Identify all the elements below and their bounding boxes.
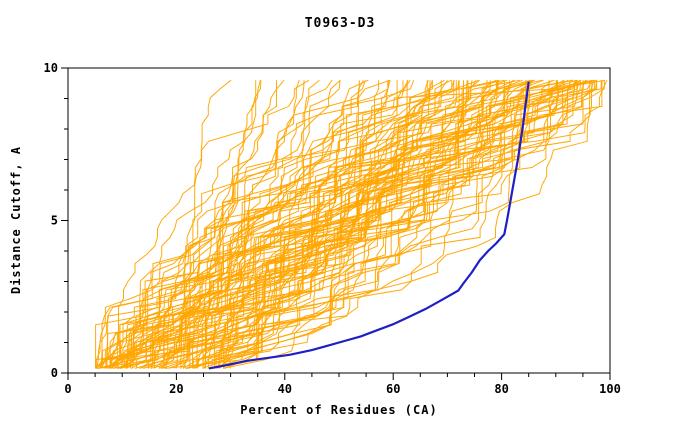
prediction-line (116, 80, 558, 369)
prediction-line (214, 80, 261, 369)
prediction-line (97, 79, 505, 369)
prediction-line (112, 79, 605, 369)
prediction-line (151, 79, 573, 369)
prediction-line (192, 80, 457, 369)
prediction-line (202, 79, 578, 369)
prediction-line (217, 80, 300, 369)
prediction-line (132, 80, 455, 369)
axes-layer: 0 20 40 60 80 100 0 5 10 (44, 61, 621, 396)
highlight-line (208, 81, 530, 370)
y-tick-label: 5 (51, 214, 58, 228)
prediction-line (140, 80, 366, 369)
prediction-line (119, 79, 411, 369)
prediction-line (207, 80, 584, 369)
series-layer (94, 79, 608, 370)
prediction-line (94, 80, 277, 369)
prediction-line (99, 79, 582, 369)
x-tick-label: 60 (386, 382, 400, 396)
prediction-line (150, 80, 497, 369)
prediction-line (153, 79, 514, 369)
prediction-line (106, 80, 468, 369)
prediction-line (134, 80, 603, 369)
prediction-line (95, 79, 553, 369)
prediction-line (192, 79, 608, 369)
x-tick-label: 0 (64, 382, 71, 396)
x-tick-label: 100 (599, 382, 621, 396)
prediction-line (98, 79, 341, 369)
prediction-line (217, 79, 574, 369)
prediction-line (147, 80, 505, 369)
prediction-line (123, 80, 593, 369)
prediction-line (98, 80, 433, 369)
y-axis-label: Distance Cutoff, A (9, 146, 23, 294)
prediction-line (223, 80, 469, 369)
y-tick-label: 10 (44, 61, 58, 75)
prediction-line (95, 80, 391, 369)
prediction-line (179, 79, 369, 369)
prediction-line (125, 80, 408, 369)
prediction-line (215, 80, 453, 369)
x-tick-label: 20 (169, 382, 183, 396)
prediction-line (129, 80, 572, 369)
x-tick-label: 80 (494, 382, 508, 396)
x-tick-label: 40 (278, 382, 292, 396)
prediction-line (176, 80, 499, 369)
prediction-line (192, 80, 262, 369)
prediction-line (125, 80, 389, 369)
prediction-line (182, 79, 579, 369)
prediction-line (109, 80, 442, 369)
chart-title: T0963-D3 (305, 16, 376, 31)
x-axis-label: Percent of Residues (CA) (240, 403, 437, 417)
y-tick-label: 0 (51, 366, 58, 380)
prediction-line (222, 80, 595, 369)
prediction-line (113, 80, 428, 369)
prediction-line (204, 79, 452, 369)
prediction-line (161, 79, 285, 369)
prediction-line (142, 80, 581, 369)
